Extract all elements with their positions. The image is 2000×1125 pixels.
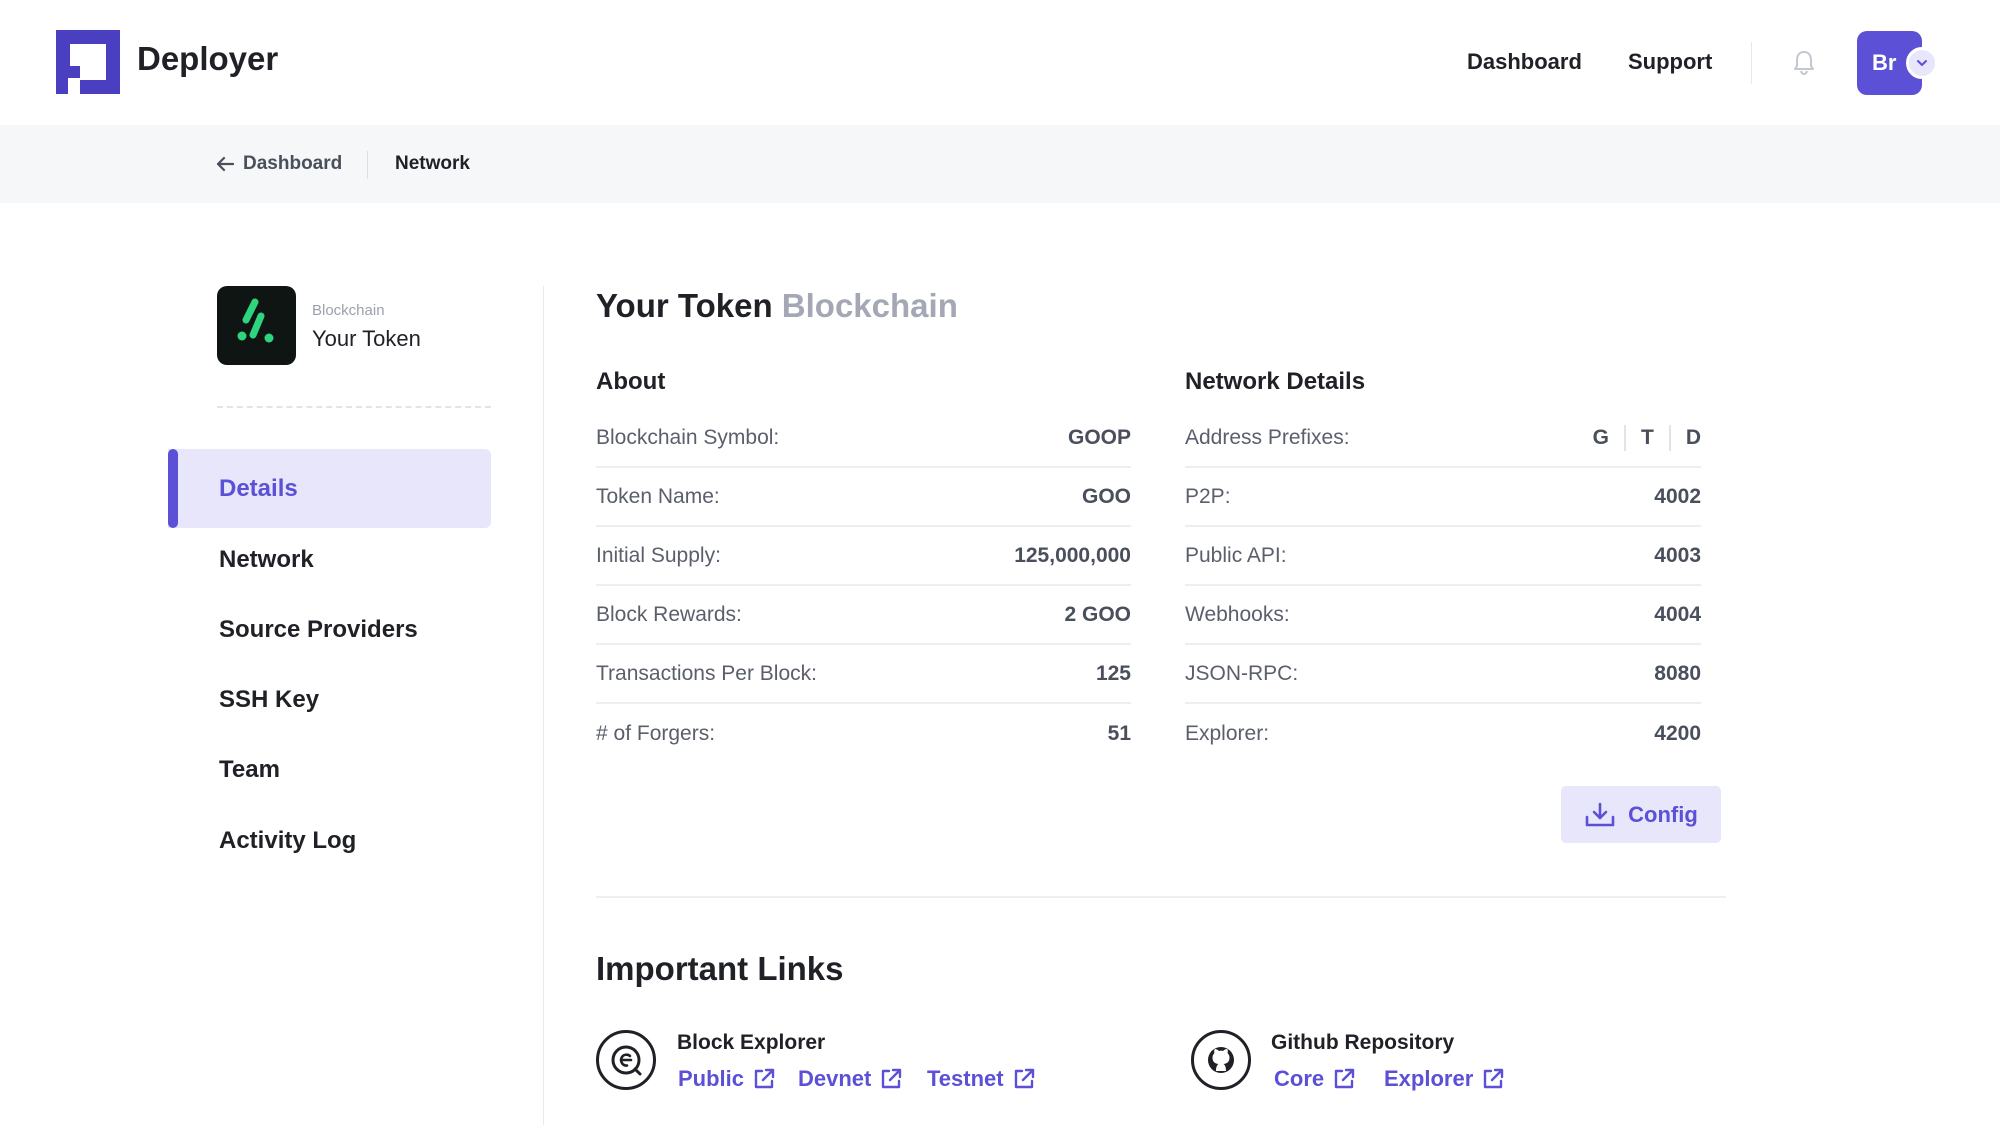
row-label: Explorer: (1185, 721, 1270, 745)
token-logo-icon (237, 298, 274, 343)
prefix-value: D (1668, 424, 1701, 451)
sidebar-item-activity-log[interactable]: Activity Log (219, 827, 357, 854)
prefix-value: G (1592, 425, 1609, 449)
sidebar-item-team[interactable]: Team (219, 756, 280, 783)
section-divider (596, 896, 1726, 898)
bell-icon[interactable] (1792, 50, 1816, 76)
table-row: Block Rewards: 2 GOO (596, 586, 1131, 645)
row-value: 4004 (1654, 602, 1701, 626)
github-repo-icon (1191, 1030, 1251, 1090)
row-label: Block Rewards: (596, 602, 742, 626)
block-explorer-devnet-link[interactable]: Devnet (798, 1066, 903, 1092)
sidebar-item-network[interactable]: Network (219, 546, 314, 573)
important-links-heading: Important Links (596, 950, 844, 987)
table-row: # of Forgers: 51 (596, 704, 1131, 763)
table-row: P2P: 4002 (1185, 468, 1701, 527)
page-title-suffix: Blockchain (781, 287, 958, 324)
avatar-menu-toggle[interactable] (1906, 47, 1938, 79)
github-explorer-link[interactable]: Explorer (1384, 1066, 1505, 1092)
config-button-label: Config (1628, 801, 1698, 827)
github-core-link[interactable]: Core (1274, 1066, 1356, 1092)
row-value: 4003 (1654, 543, 1701, 567)
row-value: 125,000,000 (1014, 543, 1131, 567)
table-row: Public API: 4003 (1185, 527, 1701, 586)
link-label: Testnet (927, 1066, 1004, 1091)
block-explorer-testnet-link[interactable]: Testnet (927, 1066, 1036, 1092)
search-explorer-icon (611, 1045, 642, 1076)
table-row: Transactions Per Block: 125 (596, 645, 1131, 704)
breadcrumb-separator (367, 151, 368, 179)
nav-support-link[interactable]: Support (1628, 49, 1713, 74)
nav-dashboard-link[interactable]: Dashboard (1467, 49, 1582, 74)
deployer-logo-icon[interactable] (56, 30, 120, 94)
breadcrumb-back-link[interactable]: Dashboard (216, 153, 342, 175)
network-details-table: Address Prefixes: G T D P2P: 4002 Public… (1185, 409, 1701, 763)
token-name-label: Your Token (312, 326, 421, 351)
row-label: Blockchain Symbol: (596, 425, 780, 449)
row-label: Transactions Per Block: (596, 661, 817, 685)
row-value: 51 (1107, 721, 1131, 745)
block-explorer-icon (596, 1030, 656, 1090)
sidebar-item-details[interactable]: Details (168, 449, 491, 528)
download-icon (1585, 802, 1615, 826)
sidebar-vertical-divider (543, 286, 544, 1125)
external-link-icon (754, 1068, 775, 1089)
row-value: GOO (1081, 484, 1131, 508)
table-row: JSON-RPC: 8080 (1185, 645, 1701, 704)
link-label: Devnet (798, 1066, 872, 1091)
row-label: # of Forgers: (596, 721, 716, 745)
row-value: 125 (1095, 661, 1131, 685)
row-label: Address Prefixes: (1185, 425, 1350, 449)
chevron-down-icon (1917, 60, 1927, 66)
table-row: Blockchain Symbol: GOOP (596, 409, 1131, 468)
row-label: JSON-RPC: (1185, 661, 1299, 685)
token-logo (217, 286, 296, 365)
external-link-icon (1484, 1068, 1504, 1089)
table-row: Explorer: 4200 (1185, 704, 1701, 763)
link-label: Core (1274, 1066, 1325, 1091)
prefix-value: T (1624, 424, 1669, 451)
breadcrumb: Dashboard Network (0, 125, 2000, 203)
arrow-left-icon (216, 156, 234, 172)
link-label: Public (678, 1066, 745, 1091)
row-label: P2P: (1185, 484, 1231, 508)
table-row: Initial Supply: 125,000,000 (596, 527, 1131, 586)
breadcrumb-current: Network (395, 153, 470, 174)
table-row: Token Name: GOO (596, 468, 1131, 527)
sidebar-divider (217, 406, 491, 408)
row-value: 4200 (1654, 721, 1701, 745)
row-label: Initial Supply: (596, 543, 721, 567)
brand-name[interactable]: Deployer (137, 40, 279, 77)
block-explorer-title: Block Explorer (677, 1031, 826, 1054)
row-value: GOOP (1067, 425, 1131, 449)
about-table: Blockchain Symbol: GOOP Token Name: GOO … (596, 409, 1131, 763)
about-heading: About (596, 368, 666, 395)
row-value: 8080 (1654, 661, 1701, 685)
download-config-button[interactable]: Config (1561, 786, 1721, 843)
block-explorer-public-link[interactable]: Public (678, 1066, 776, 1092)
row-value: 4002 (1654, 484, 1701, 508)
network-details-heading: Network Details (1185, 368, 1366, 395)
row-value: 2 GOO (1064, 602, 1131, 626)
sidebar-item-source-providers[interactable]: Source Providers (219, 616, 418, 643)
external-link-icon (882, 1068, 902, 1089)
header-divider (1751, 42, 1752, 84)
sidebar-item-ssh-key[interactable]: SSH Key (219, 686, 320, 713)
external-link-icon (1014, 1068, 1034, 1089)
github-repository-title: Github Repository (1271, 1031, 1455, 1054)
page-title: Your Token Blockchain (596, 287, 958, 325)
top-header: Deployer Dashboard Support Br (0, 0, 2000, 125)
breadcrumb-back-label: Dashboard (243, 153, 343, 174)
row-label: Token Name: (596, 484, 720, 508)
row-label: Webhooks: (1185, 602, 1290, 626)
table-row: Webhooks: 4004 (1185, 586, 1701, 645)
external-link-icon (1334, 1068, 1355, 1089)
address-prefixes: G T D (1578, 424, 1701, 451)
row-label: Public API: (1185, 543, 1287, 567)
table-row: Address Prefixes: G T D (1185, 409, 1701, 468)
link-label: Explorer (1384, 1066, 1474, 1091)
github-icon (1208, 1047, 1234, 1073)
token-kind-label: Blockchain (312, 302, 385, 319)
page-title-main: Your Token (596, 287, 773, 324)
